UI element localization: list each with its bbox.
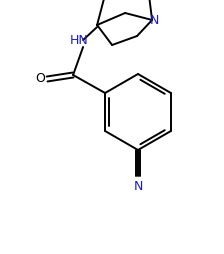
Text: O: O	[35, 72, 45, 86]
Text: N: N	[149, 14, 159, 27]
Text: HN: HN	[70, 34, 88, 46]
Text: N: N	[133, 181, 143, 194]
